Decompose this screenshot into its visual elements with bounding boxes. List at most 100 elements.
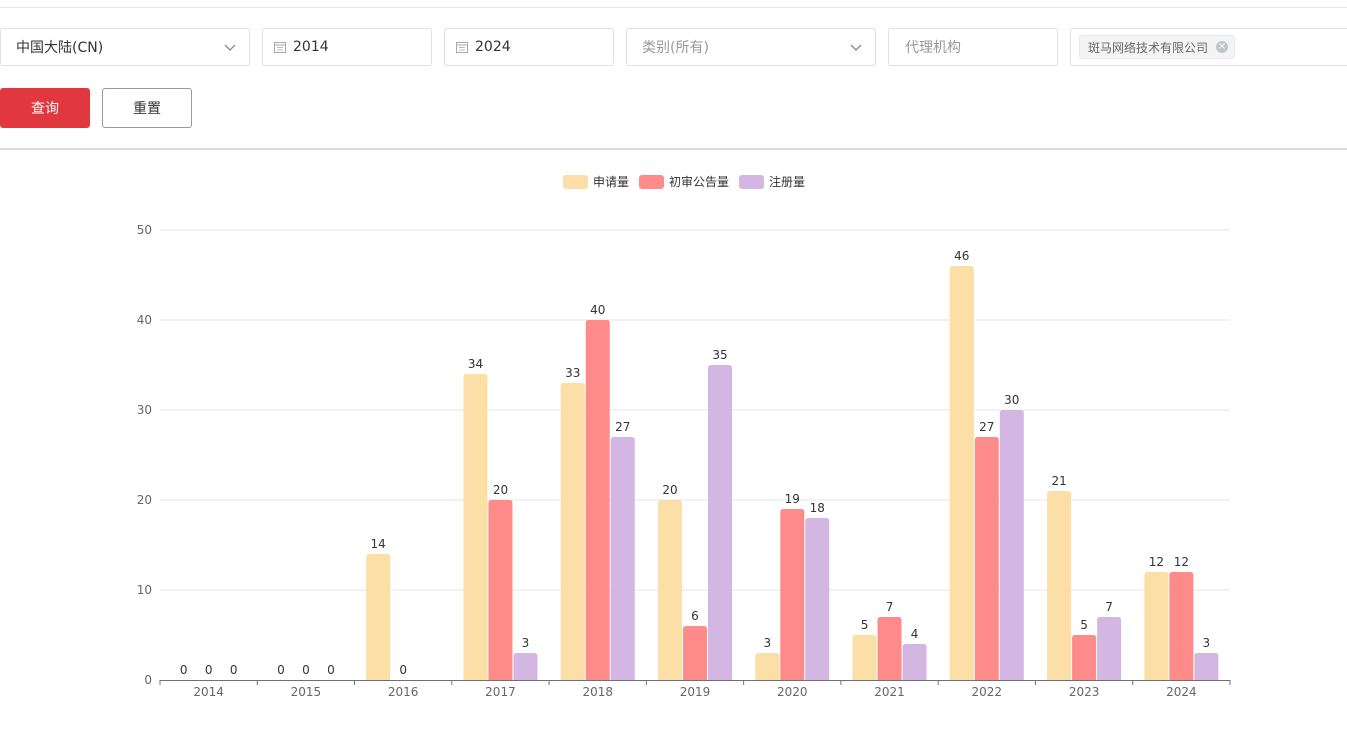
- bar: [560, 383, 585, 680]
- bar: [585, 320, 610, 680]
- y-tick-label: 20: [137, 493, 152, 507]
- bar: [488, 500, 513, 680]
- y-tick-label: 40: [137, 313, 152, 327]
- x-tick-label: 2021: [874, 685, 905, 699]
- bar: [610, 437, 635, 680]
- start-year-value: 2014: [293, 39, 329, 55]
- data-label: 7: [886, 600, 894, 614]
- data-label: 33: [565, 366, 580, 380]
- data-label: 27: [615, 420, 630, 434]
- bar: [974, 437, 999, 680]
- agency-input[interactable]: 代理机构: [888, 28, 1058, 66]
- data-label: 18: [810, 501, 825, 515]
- bar: [780, 509, 805, 680]
- data-label: 0: [399, 663, 407, 677]
- chart-legend: 申请量 初审公告量 注册量: [563, 173, 815, 190]
- data-label: 0: [205, 663, 213, 677]
- data-label: 20: [493, 483, 508, 497]
- bar: [683, 626, 707, 680]
- y-tick-label: 30: [137, 403, 152, 417]
- y-tick-label: 0: [144, 673, 152, 687]
- legend-swatch: [739, 174, 765, 189]
- x-tick-label: 2023: [1069, 685, 1100, 699]
- data-label: 20: [662, 483, 677, 497]
- bar: [1169, 572, 1194, 680]
- end-year-value: 2024: [475, 39, 511, 55]
- calendar-icon: [274, 42, 286, 53]
- section-divider: [0, 148, 1347, 150]
- legend-label: 申请量: [593, 175, 630, 189]
- legend-swatch: [639, 174, 665, 189]
- bar: [1072, 635, 1097, 680]
- top-divider: [0, 7, 1347, 8]
- applicant-tag: 斑马网络技术有限公司 ×: [1079, 35, 1236, 59]
- data-label: 0: [230, 663, 238, 677]
- region-select-value: 中国大陆(CN): [16, 40, 104, 56]
- bar: [658, 500, 682, 680]
- category-select[interactable]: 类别(所有): [626, 28, 876, 66]
- data-label: 6: [691, 609, 699, 623]
- y-tick-label: 50: [137, 223, 152, 237]
- data-label: 30: [1004, 393, 1019, 407]
- data-label: 34: [468, 357, 483, 371]
- bar: [949, 266, 974, 680]
- x-tick-label: 2020: [777, 685, 808, 699]
- legend-item-applications[interactable]: 申请量: [563, 173, 629, 190]
- y-tick-label: 10: [137, 583, 152, 597]
- data-label: 19: [785, 492, 800, 506]
- data-label: 14: [371, 537, 386, 551]
- bar: [1047, 491, 1072, 680]
- applicant-tag-label: 斑马网络技术有限公司: [1088, 40, 1209, 55]
- data-label: 0: [327, 663, 335, 677]
- calendar-icon: [456, 42, 468, 53]
- reset-button[interactable]: 重置: [102, 88, 192, 128]
- data-label: 4: [911, 627, 919, 641]
- data-label: 0: [277, 663, 285, 677]
- data-label: 40: [590, 303, 605, 317]
- data-label: 12: [1149, 555, 1164, 569]
- bar: [513, 653, 538, 680]
- data-label: 3: [1203, 636, 1211, 650]
- close-icon[interactable]: ×: [1216, 41, 1229, 53]
- start-year-picker[interactable]: 2014: [262, 28, 432, 66]
- x-tick-label: 2018: [582, 685, 613, 699]
- x-tick-label: 2016: [388, 685, 419, 699]
- x-tick-label: 2017: [485, 685, 516, 699]
- data-label: 5: [861, 618, 869, 632]
- data-label: 12: [1174, 555, 1189, 569]
- data-label: 35: [712, 348, 727, 362]
- data-label: 7: [1105, 600, 1113, 614]
- legend-item-registrations[interactable]: 注册量: [739, 173, 805, 190]
- bar: [708, 365, 732, 680]
- region-select[interactable]: 中国大陆(CN): [0, 28, 250, 66]
- bar: [366, 554, 391, 680]
- x-tick-label: 2015: [291, 685, 322, 699]
- x-tick-label: 2019: [680, 685, 711, 699]
- legend-item-preliminary[interactable]: 初审公告量: [639, 173, 729, 190]
- category-select-value: 类别(所有): [642, 40, 709, 56]
- legend-swatch: [563, 174, 588, 189]
- data-label: 21: [1051, 474, 1066, 488]
- x-tick-label: 2014: [193, 685, 224, 699]
- chevron-down-icon: [850, 44, 862, 51]
- bar: [463, 374, 488, 680]
- x-tick-label: 2022: [972, 685, 1003, 699]
- bar: [1194, 653, 1219, 680]
- query-button[interactable]: 查询: [0, 88, 90, 128]
- bar: [902, 644, 927, 680]
- data-label: 3: [763, 636, 771, 650]
- legend-label: 初审公告量: [669, 175, 730, 189]
- data-label: 0: [302, 663, 310, 677]
- applicant-select[interactable]: 斑马网络技术有限公司 ×: [1070, 28, 1347, 66]
- data-label: 3: [522, 636, 530, 650]
- end-year-picker[interactable]: 2024: [444, 28, 614, 66]
- agency-input-placeholder: 代理机构: [905, 40, 961, 56]
- data-label: 5: [1080, 618, 1088, 632]
- bar: [999, 410, 1024, 680]
- bar: [755, 653, 780, 680]
- data-label: 0: [180, 663, 188, 677]
- bar: [805, 518, 830, 680]
- bar: [1144, 572, 1169, 680]
- x-tick-label: 2024: [1166, 685, 1197, 699]
